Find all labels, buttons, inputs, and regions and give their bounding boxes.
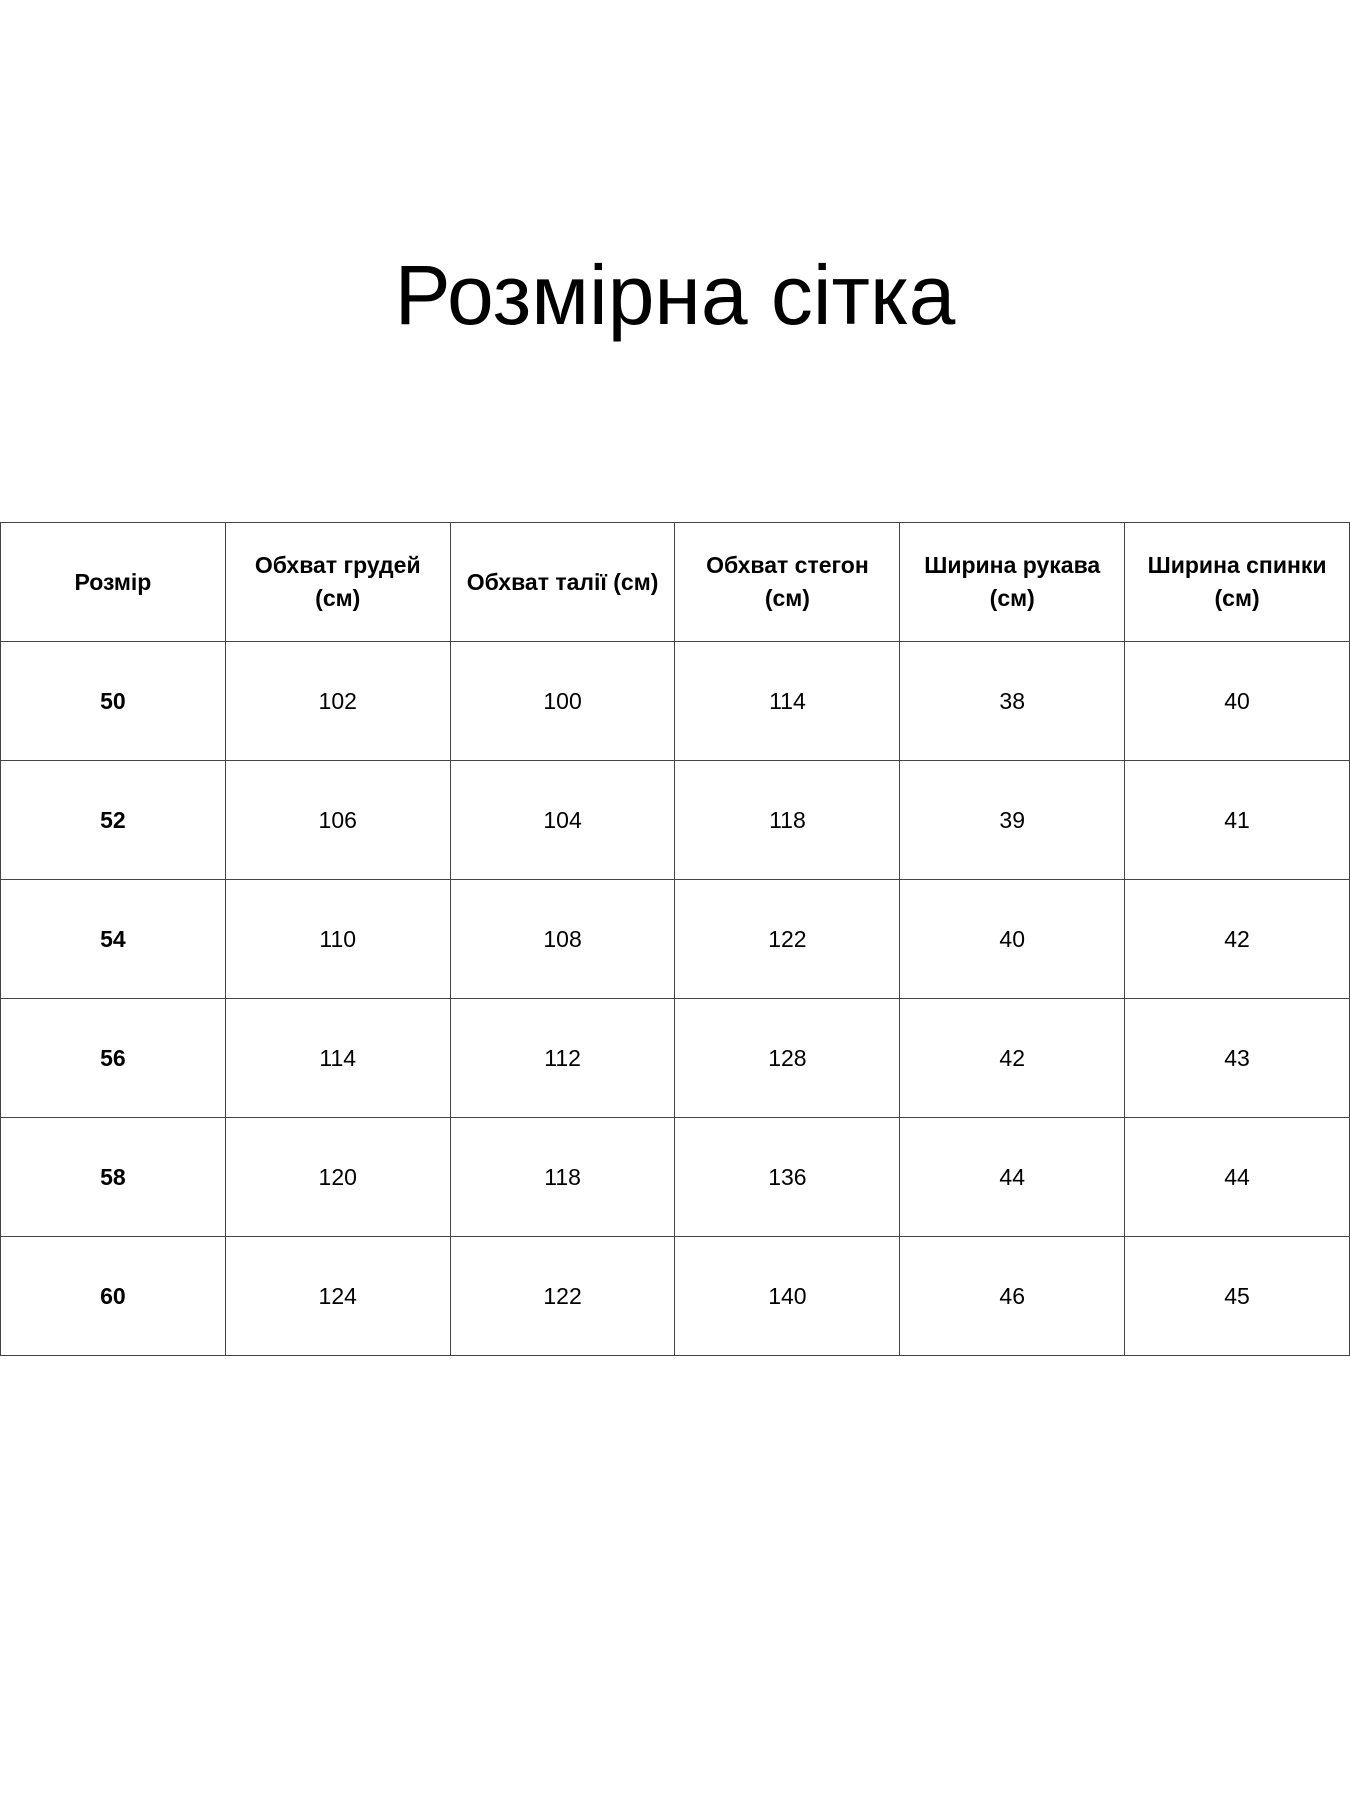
cell-sleeve: 38	[899, 641, 1126, 761]
header-size: Розмір	[0, 522, 226, 642]
cell-back: 40	[1124, 641, 1350, 761]
cell-back: 44	[1124, 1117, 1350, 1237]
cell-waist: 100	[449, 641, 676, 761]
table-row: 54 110 108 122 40 42	[0, 879, 1350, 999]
table-row: 50 102 100 114 38 40	[0, 641, 1350, 761]
page-title: Розмірна сітка	[394, 248, 956, 342]
table-row: 56 114 112 128 42 43	[0, 998, 1350, 1118]
cell-sleeve: 42	[899, 998, 1126, 1118]
cell-hips: 140	[674, 1236, 901, 1356]
cell-back: 42	[1124, 879, 1350, 999]
cell-sleeve: 39	[899, 760, 1126, 880]
cell-sleeve: 40	[899, 879, 1126, 999]
cell-hips: 128	[674, 998, 901, 1118]
cell-chest: 120	[224, 1117, 451, 1237]
header-waist: Обхват талії (см)	[449, 522, 676, 642]
cell-waist: 122	[449, 1236, 676, 1356]
table-row: 52 106 104 118 39 41	[0, 760, 1350, 880]
cell-waist: 112	[449, 998, 676, 1118]
table-row: 60 124 122 140 46 45	[0, 1236, 1350, 1356]
table-row: 58 120 118 136 44 44	[0, 1117, 1350, 1237]
cell-chest: 106	[224, 760, 451, 880]
cell-back: 41	[1124, 760, 1350, 880]
cell-hips: 114	[674, 641, 901, 761]
cell-size: 56	[0, 998, 226, 1118]
size-chart-table: Розмір Обхват грудей (см) Обхват талії (…	[0, 522, 1350, 1356]
cell-sleeve: 44	[899, 1117, 1126, 1237]
cell-size: 54	[0, 879, 226, 999]
cell-chest: 102	[224, 641, 451, 761]
cell-size: 60	[0, 1236, 226, 1356]
cell-waist: 108	[449, 879, 676, 999]
cell-hips: 136	[674, 1117, 901, 1237]
cell-size: 50	[0, 641, 226, 761]
cell-back: 45	[1124, 1236, 1350, 1356]
cell-waist: 104	[449, 760, 676, 880]
cell-chest: 110	[224, 879, 451, 999]
cell-size: 58	[0, 1117, 226, 1237]
cell-size: 52	[0, 760, 226, 880]
cell-chest: 114	[224, 998, 451, 1118]
header-chest: Обхват грудей (см)	[224, 522, 451, 642]
header-sleeve: Ширина рукава (см)	[899, 522, 1126, 642]
cell-hips: 122	[674, 879, 901, 999]
cell-back: 43	[1124, 998, 1350, 1118]
cell-sleeve: 46	[899, 1236, 1126, 1356]
header-hips: Обхват стегон (см)	[674, 522, 901, 642]
cell-chest: 124	[224, 1236, 451, 1356]
cell-hips: 118	[674, 760, 901, 880]
table-header-row: Розмір Обхват грудей (см) Обхват талії (…	[0, 522, 1350, 642]
cell-waist: 118	[449, 1117, 676, 1237]
header-back: Ширина спинки (см)	[1124, 522, 1350, 642]
